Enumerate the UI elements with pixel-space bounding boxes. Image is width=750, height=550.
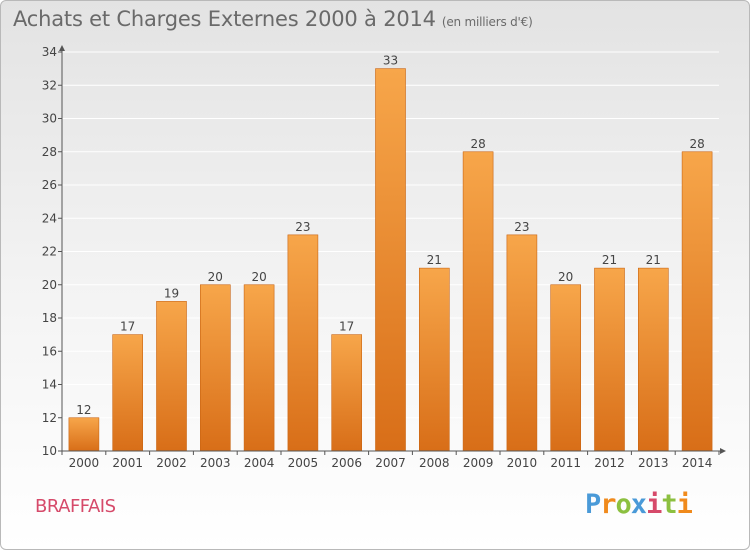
y-tick-label: 10 (42, 444, 57, 458)
data-label: 28 (689, 137, 704, 151)
y-tick-label: 12 (42, 411, 57, 425)
bar (637, 267, 669, 452)
x-tick-label: 2003 (200, 456, 231, 470)
bar (156, 301, 187, 452)
bar (68, 417, 100, 452)
data-label: 33 (383, 54, 398, 68)
x-tick-label: 2005 (288, 456, 319, 470)
data-label: 20 (208, 270, 223, 284)
data-label: 21 (602, 253, 617, 267)
x-tick-label: 2011 (550, 456, 581, 470)
y-tick-label: 28 (42, 145, 57, 159)
logo-letter: t (661, 489, 677, 520)
data-label: 20 (558, 270, 573, 284)
axes (58, 45, 726, 455)
bar (243, 284, 275, 452)
data-label: 19 (164, 286, 179, 300)
data-label: 23 (514, 220, 529, 234)
x-tick-label: 2008 (419, 456, 450, 470)
x-tick-label: 2004 (244, 456, 275, 470)
labels: 10 12 14 16 18 20 22 24 26 28 30 32 34 12 2000 17 2001 19… (42, 45, 713, 470)
x-tick-label: 2014 (682, 456, 713, 470)
y-tick-label: 30 (42, 112, 57, 126)
x-axis-arrow (720, 448, 726, 454)
bar (418, 267, 450, 452)
y-tick-label: 18 (42, 311, 57, 325)
y-tick-label: 20 (42, 278, 57, 292)
y-axis-arrow (59, 45, 65, 51)
data-label: 17 (120, 320, 135, 334)
x-tick-label: 2009 (463, 456, 494, 470)
x-tick-label: 2006 (331, 456, 362, 470)
data-label: 28 (470, 137, 485, 151)
chart-title-text: Achats et Charges Externes 2000 à 2014 (13, 7, 436, 31)
y-tick-label: 16 (42, 344, 57, 358)
y-tick-label: 14 (42, 378, 57, 392)
bar (550, 284, 582, 452)
y-tick-label: 24 (42, 211, 57, 225)
data-label: 21 (646, 253, 661, 267)
commune-name: BRAFFAIS (35, 496, 116, 517)
x-tick-label: 2010 (507, 456, 538, 470)
x-tick-label: 2000 (69, 456, 100, 470)
x-tick-label: 2002 (156, 456, 187, 470)
y-tick-label: 22 (42, 245, 57, 259)
bar (594, 267, 625, 452)
data-label: 23 (295, 220, 310, 234)
logo-letter: P (585, 489, 601, 520)
x-tick-label: 2013 (638, 456, 669, 470)
bar (331, 334, 363, 452)
bar (375, 68, 406, 452)
bars (68, 68, 713, 452)
bar (200, 284, 231, 452)
proxiti-logo[interactable]: Proxiti (585, 489, 693, 520)
logo-letter: i (676, 489, 693, 520)
data-label: 20 (251, 270, 266, 284)
y-tick-label: 32 (42, 78, 57, 92)
x-tick-label: 2001 (112, 456, 143, 470)
y-tick-label: 26 (42, 178, 57, 192)
data-label: 12 (76, 403, 91, 417)
bar (462, 151, 494, 452)
data-label: 21 (427, 253, 442, 267)
bar (112, 334, 143, 452)
logo-letter: r (600, 489, 616, 520)
chart-subtitle: (en milliers d'€) (441, 15, 533, 29)
logo-letter: i (646, 489, 662, 520)
bar (506, 234, 538, 452)
x-tick-label: 2007 (375, 456, 406, 470)
chart-title: Achats et Charges Externes 2000 à 2014 (e… (13, 7, 533, 31)
bar (287, 234, 319, 452)
x-tick-label: 2012 (594, 456, 625, 470)
logo-letter: x (630, 489, 647, 520)
y-tick-label: 34 (42, 45, 57, 59)
logo-letter: o (615, 489, 632, 520)
data-label: 17 (339, 320, 354, 334)
bar (681, 151, 713, 452)
